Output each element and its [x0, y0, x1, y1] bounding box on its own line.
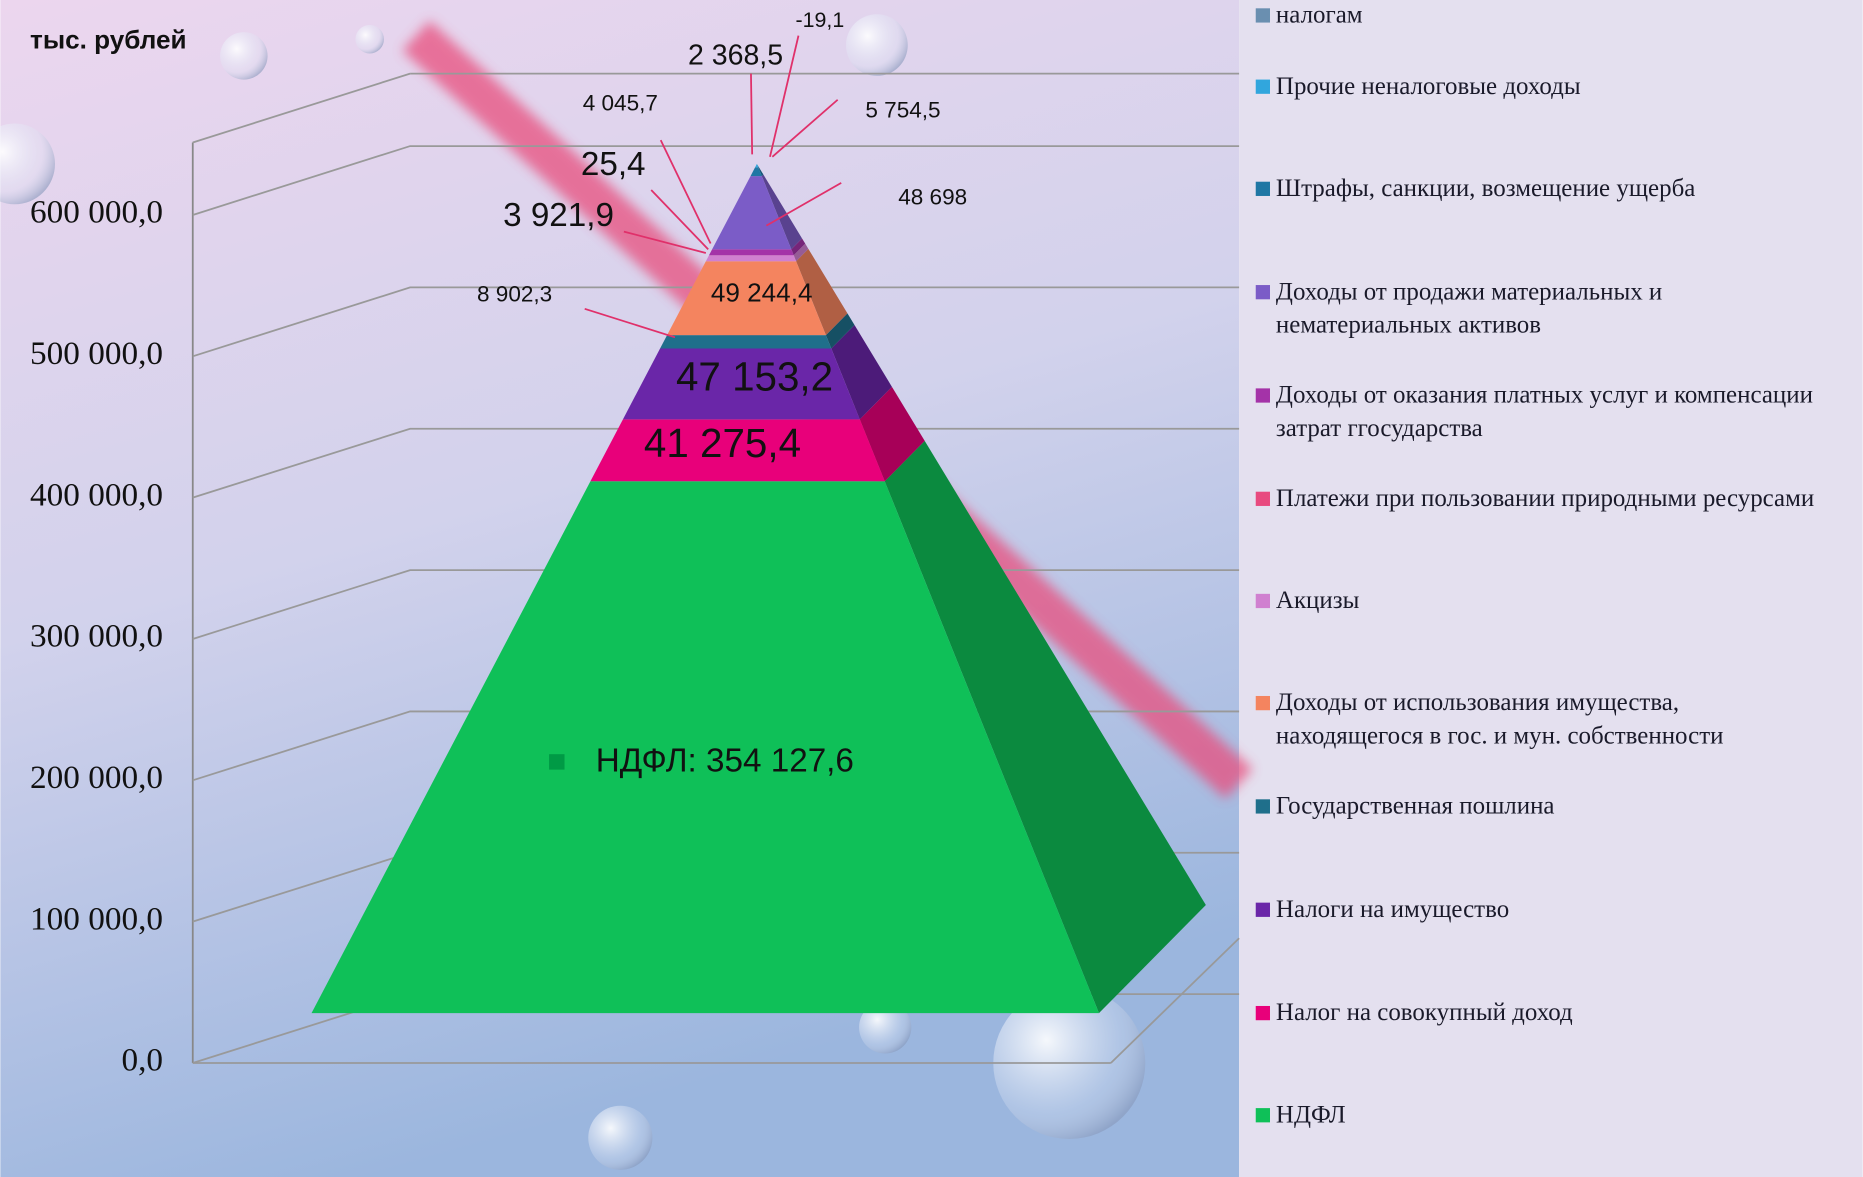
data-label: 8 902,3 — [477, 282, 552, 307]
pyramid-side — [825, 313, 855, 349]
leader-line — [584, 307, 676, 339]
pyramid-segment — [590, 419, 885, 482]
floor-line — [1110, 937, 1240, 1064]
grid-line — [192, 145, 1240, 216]
data-label: 49 244,4 — [711, 277, 813, 307]
pyramid-segment — [667, 261, 826, 336]
bubble — [845, 14, 908, 77]
legend-label: Прочие неналоговые доходы — [1275, 71, 1581, 100]
y-tick-label: 500 000,0 — [30, 335, 163, 372]
legend-label: Штрафы, санкции, возмещение ущерба — [1275, 173, 1696, 202]
pyramid-segment — [311, 481, 1099, 1014]
data-label: 48 698 — [898, 184, 967, 209]
legend-item: налогам — [1275, 0, 1363, 29]
pyramid-side — [793, 243, 809, 262]
legend-item: Платежи при пользовании природными ресур… — [1275, 483, 1815, 512]
data-label: 5 754,5 — [865, 98, 940, 123]
legend-swatch — [1255, 491, 1270, 506]
pyramid-segment — [755, 163, 759, 168]
pyramid-side — [758, 166, 764, 177]
legend-item: Доходы от оказания платных услуг и компе… — [1275, 380, 1813, 442]
legend-label: Доходы от оказания платных услуг и компе… — [1275, 380, 1813, 442]
legend-swatch — [1255, 1108, 1270, 1123]
y-tick-label: 0,0 — [122, 1042, 164, 1079]
legend-label: налогам — [1275, 0, 1363, 29]
legend-item: Прочие неналоговые доходы — [1275, 71, 1581, 100]
bubble — [220, 32, 268, 80]
pyramid-side — [756, 163, 759, 168]
legend-label: Платежи при пользовании природными ресур… — [1275, 483, 1815, 512]
legend-swatch — [1255, 79, 1270, 94]
legend-panel — [1239, 0, 1863, 1177]
bubble — [859, 1001, 912, 1054]
leader-line — [623, 230, 707, 254]
y-tick-label: 600 000,0 — [30, 194, 163, 231]
legend-swatch — [1255, 799, 1270, 814]
legend-item: Государственная пошлина — [1275, 791, 1555, 820]
legend-swatch — [1255, 8, 1270, 23]
legend-swatch — [1255, 285, 1270, 300]
frame-line — [192, 72, 411, 144]
leader-line — [750, 73, 754, 155]
data-label: -19,1 — [796, 8, 845, 32]
legend-swatch — [1255, 181, 1270, 196]
legend-swatch — [1255, 388, 1270, 403]
pyramid-side — [859, 386, 925, 482]
legend-item: Акцизы — [1275, 585, 1360, 615]
pyramid-segment — [705, 255, 797, 262]
pyramid-side — [793, 243, 806, 256]
pyramid-side — [796, 248, 848, 336]
grid-line — [192, 286, 1240, 358]
legend-label: Доходы от продажи материальных и нематер… — [1275, 276, 1663, 339]
leader-line — [771, 99, 839, 158]
legend-label: Акцизы — [1275, 585, 1360, 615]
legend-label: Доходы от использования имущества, наход… — [1275, 687, 1724, 750]
data-label: НДФЛ: 354 127,6 — [596, 742, 854, 779]
pyramid-segment — [712, 176, 792, 250]
legend-item: Штрафы, санкции, возмещение ущерба — [1275, 173, 1696, 202]
leader-line — [769, 35, 800, 157]
pyramid-side — [761, 174, 803, 250]
data-label: 47 153,2 — [676, 354, 833, 400]
y-axis-label: тыс. рублей — [30, 24, 187, 54]
label-key — [549, 754, 565, 770]
data-label: 4 045,7 — [583, 90, 658, 115]
grid-line — [192, 427, 1240, 499]
bubble — [0, 123, 55, 205]
pyramid-side — [884, 440, 1206, 1014]
pyramid-side — [791, 238, 806, 256]
legend-item: НДФЛ — [1275, 1099, 1346, 1129]
legend-label: Государственная пошлина — [1275, 791, 1555, 820]
y-tick-label: 300 000,0 — [30, 618, 163, 655]
y-tick-label: 400 000,0 — [30, 476, 163, 513]
legend-label: НДФЛ — [1275, 1099, 1346, 1129]
legend-item: Доходы от продажи материальных и нематер… — [1275, 276, 1663, 339]
data-label: 41 275,4 — [644, 420, 801, 466]
data-label: 3 921,9 — [503, 197, 614, 234]
pyramid-side — [831, 325, 892, 420]
legend-swatch — [1255, 695, 1270, 711]
data-label: 25,4 — [581, 146, 646, 183]
legend-label: Налог на совокупный доход — [1275, 997, 1573, 1027]
legend-swatch — [1255, 1005, 1270, 1021]
y-tick-label: 100 000,0 — [30, 900, 163, 937]
pyramid-segment — [750, 167, 762, 177]
pyramid-segment — [622, 348, 860, 420]
y-tick-label: 200 000,0 — [30, 759, 163, 796]
pyramid-segment — [660, 335, 832, 349]
leader-line — [650, 189, 709, 251]
data-label: 2 368,5 — [688, 40, 783, 72]
legend-item: Налог на совокупный доход — [1275, 997, 1573, 1027]
bubble — [355, 24, 384, 54]
legend-item: Налоги на имущество — [1275, 894, 1510, 923]
legend-label: Налоги на имущество — [1275, 894, 1510, 923]
bubble — [588, 1105, 653, 1170]
leader-line — [659, 139, 712, 244]
leader-line — [765, 182, 842, 227]
legend-swatch — [1255, 902, 1270, 917]
legend-item: Доходы от использования имущества, наход… — [1275, 687, 1724, 750]
legend-swatch — [1255, 593, 1270, 609]
pyramid-segment — [708, 249, 794, 256]
